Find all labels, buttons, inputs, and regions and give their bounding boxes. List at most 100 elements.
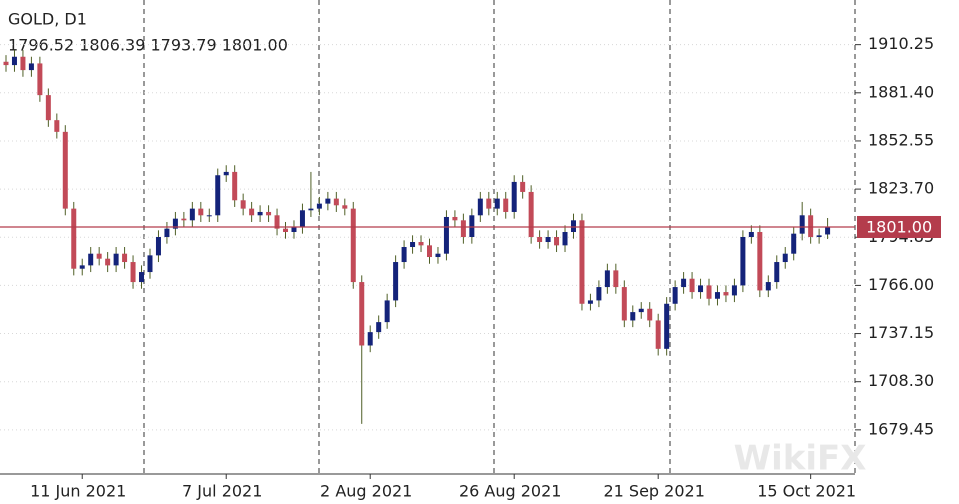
candle-body	[359, 282, 365, 346]
candle-body	[621, 287, 627, 321]
candle-body	[342, 205, 348, 209]
candle-body	[765, 282, 771, 291]
candle-body	[266, 211, 272, 216]
candle-body	[232, 171, 238, 201]
candle-body	[384, 300, 390, 323]
candle-body	[274, 215, 280, 229]
candle-body	[206, 215, 212, 217]
candle-body	[299, 210, 305, 227]
y-tick-label: 1852.55	[868, 130, 934, 149]
candle-body	[240, 200, 246, 209]
candle-body	[706, 285, 712, 299]
candle-body	[189, 208, 195, 221]
candle-body	[604, 270, 610, 288]
candle-body	[223, 171, 229, 176]
candle-body	[714, 292, 720, 299]
candle-body	[638, 308, 644, 313]
candle-body	[198, 208, 204, 216]
candle-body	[698, 285, 704, 293]
candle-body	[486, 198, 492, 209]
candle-body	[782, 253, 788, 263]
candle-body	[215, 175, 221, 216]
candle-body	[477, 198, 483, 216]
candle-body	[528, 191, 534, 237]
candle-body	[401, 247, 407, 263]
x-tick-label: 11 Jun 2021	[30, 482, 126, 501]
candle-body	[79, 265, 85, 269]
candle-body	[367, 332, 373, 346]
candle-body	[350, 208, 356, 283]
candle-body	[54, 120, 60, 132]
y-tick-label: 1910.25	[868, 34, 934, 53]
candle-body	[172, 218, 178, 229]
y-tick-label: 1881.40	[868, 82, 934, 101]
candle-body	[249, 208, 255, 216]
y-tick-label: 1823.70	[868, 179, 934, 198]
x-tick-label: 21 Sep 2021	[603, 482, 704, 501]
candle-body	[579, 220, 585, 304]
candle-body	[672, 287, 678, 304]
candle-body	[494, 198, 500, 209]
candle-body	[418, 242, 424, 246]
y-tick-label: 1708.30	[868, 371, 934, 390]
candle-body	[655, 320, 661, 349]
candle-body	[122, 253, 128, 263]
candle-body	[37, 63, 43, 96]
candle-body	[808, 215, 814, 237]
candle-body	[723, 292, 729, 296]
candle-body	[393, 262, 399, 301]
x-tick-label: 26 Aug 2021	[459, 482, 562, 501]
candle-body	[139, 272, 145, 283]
candle-body	[427, 245, 432, 258]
candle-body	[325, 198, 331, 204]
candle-body	[740, 237, 746, 286]
candle-body	[647, 308, 653, 321]
candle-body	[20, 56, 26, 71]
candle-body	[774, 262, 780, 283]
candle-body	[689, 278, 695, 293]
ohlc-label: 1796.52 1806.39 1793.79 1801.00	[8, 36, 288, 55]
candle-body	[520, 181, 526, 192]
candle-body	[664, 303, 670, 349]
candle-body	[376, 322, 382, 333]
candle-body	[435, 253, 441, 258]
x-tick-label: 15 Oct 2021	[757, 482, 856, 501]
candle-body	[181, 218, 187, 221]
candle-body	[731, 285, 737, 296]
candle-body	[147, 255, 153, 273]
candle-body	[630, 312, 636, 321]
candle-body	[164, 228, 170, 237]
candle-body	[3, 61, 9, 66]
y-tick-label: 1766.00	[868, 275, 934, 294]
candle-body	[257, 211, 263, 216]
candle-body	[88, 253, 94, 266]
candle-body	[105, 258, 111, 266]
candle-body	[503, 198, 509, 212]
candle-body	[596, 287, 602, 301]
candle-body	[570, 220, 576, 232]
candle-body	[308, 208, 314, 211]
candle-body	[333, 198, 339, 206]
candle-body	[613, 270, 619, 288]
candle-body	[537, 237, 543, 243]
last-price-label: 1801.00	[866, 217, 932, 236]
candle-body	[681, 278, 687, 288]
candle-body	[410, 242, 416, 248]
chart-title: GOLD, D1	[8, 10, 87, 29]
candle-body	[283, 228, 289, 232]
candle-body	[825, 226, 831, 235]
candle-body	[554, 237, 560, 246]
y-tick-label: 1737.15	[868, 323, 934, 342]
candle-body	[757, 231, 763, 291]
candle-body	[443, 216, 449, 254]
candle-body	[587, 300, 593, 304]
candle-body	[113, 253, 119, 266]
candle-body	[562, 231, 568, 246]
last-price-box	[857, 215, 941, 238]
candle-body	[28, 63, 34, 71]
candle-body	[791, 233, 797, 254]
candle-body	[155, 237, 161, 256]
candle-body	[469, 215, 475, 237]
x-tick-label: 2 Aug 2021	[320, 482, 412, 501]
watermark: WikiFX	[734, 439, 867, 479]
